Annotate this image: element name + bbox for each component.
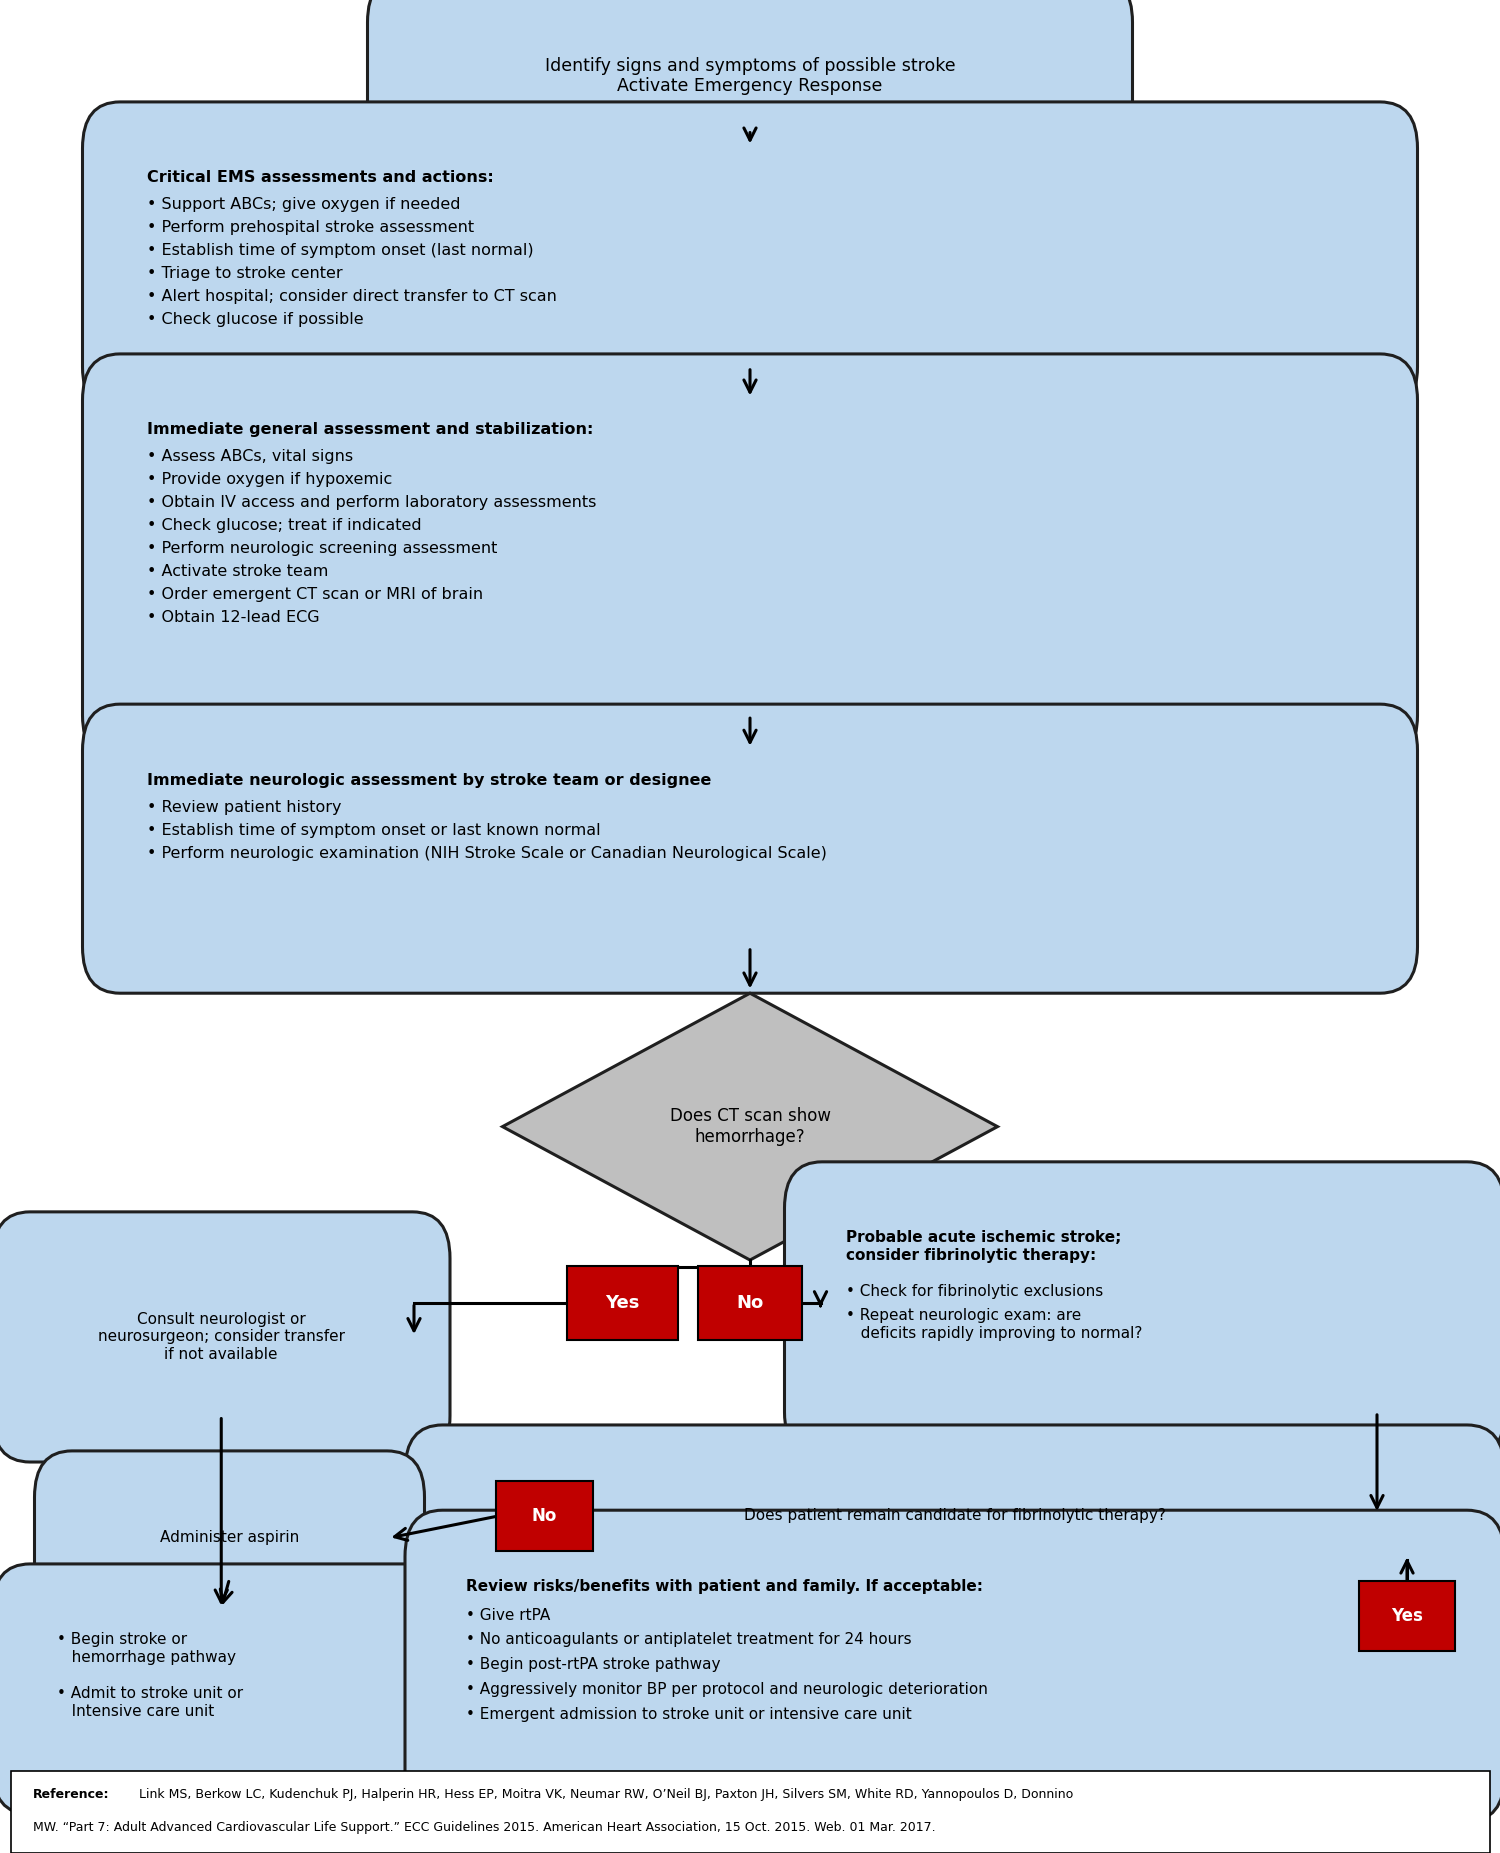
Text: • Aggressively monitor BP per protocol and neurologic deterioration: • Aggressively monitor BP per protocol a… [466, 1683, 988, 1697]
Text: No: No [532, 1506, 556, 1525]
FancyBboxPatch shape [10, 1771, 1490, 1853]
Text: Link MS, Berkow LC, Kudenchuk PJ, Halperin HR, Hess EP, Moitra VK, Neumar RW, O’: Link MS, Berkow LC, Kudenchuk PJ, Halper… [135, 1788, 1074, 1801]
Text: • Order emergent CT scan or MRI of brain: • Order emergent CT scan or MRI of brain [147, 587, 483, 602]
Text: Yes: Yes [1390, 1607, 1423, 1625]
FancyBboxPatch shape [82, 704, 1417, 993]
Text: Probable acute ischemic stroke;
consider fibrinolytic therapy:: Probable acute ischemic stroke; consider… [846, 1230, 1122, 1262]
FancyBboxPatch shape [1359, 1581, 1455, 1651]
Text: • Obtain IV access and perform laboratory assessments: • Obtain IV access and perform laborator… [147, 495, 597, 510]
Text: • Alert hospital; consider direct transfer to CT scan: • Alert hospital; consider direct transf… [147, 289, 556, 304]
FancyBboxPatch shape [496, 1481, 592, 1551]
Text: Yes: Yes [606, 1293, 639, 1312]
Text: • Perform neurologic examination (NIH Stroke Scale or Canadian Neurological Scal: • Perform neurologic examination (NIH St… [147, 845, 827, 860]
Text: MW. “Part 7: Adult Advanced Cardiovascular Life Support.” ECC Guidelines 2015. A: MW. “Part 7: Adult Advanced Cardiovascul… [33, 1821, 936, 1834]
FancyBboxPatch shape [368, 0, 1132, 176]
Text: Consult neurologist or
neurosurgeon; consider transfer
if not available: Consult neurologist or neurosurgeon; con… [98, 1312, 345, 1362]
Text: Reference:: Reference: [33, 1788, 110, 1801]
FancyBboxPatch shape [405, 1425, 1500, 1607]
Text: • No anticoagulants or antiplatelet treatment for 24 hours: • No anticoagulants or antiplatelet trea… [466, 1632, 912, 1647]
FancyBboxPatch shape [698, 1266, 801, 1340]
FancyBboxPatch shape [567, 1266, 678, 1340]
Text: Review risks/benefits with patient and family. If acceptable:: Review risks/benefits with patient and f… [466, 1579, 984, 1594]
Text: • Perform prehospital stroke assessment: • Perform prehospital stroke assessment [147, 221, 474, 235]
Text: Does patient remain candidate for fibrinolytic therapy?: Does patient remain candidate for fibrin… [744, 1508, 1166, 1523]
Text: • Review patient history: • Review patient history [147, 800, 342, 815]
FancyBboxPatch shape [82, 354, 1417, 762]
Text: • Check glucose if possible: • Check glucose if possible [147, 311, 363, 328]
Text: • Assess ABCs, vital signs: • Assess ABCs, vital signs [147, 450, 352, 465]
Text: • Establish time of symptom onset (last normal): • Establish time of symptom onset (last … [147, 243, 534, 258]
Text: • Check for fibrinolytic exclusions: • Check for fibrinolytic exclusions [846, 1284, 1102, 1299]
Text: • Triage to stroke center: • Triage to stroke center [147, 267, 342, 282]
Text: Immediate general assessment and stabilization:: Immediate general assessment and stabili… [147, 422, 594, 437]
Text: • Obtain 12-lead ECG: • Obtain 12-lead ECG [147, 610, 320, 624]
Polygon shape [503, 993, 998, 1260]
Text: • Begin post-rtPA stroke pathway: • Begin post-rtPA stroke pathway [466, 1657, 722, 1671]
Text: • Check glucose; treat if indicated: • Check glucose; treat if indicated [147, 519, 422, 534]
Text: • Provide oxygen if hypoxemic: • Provide oxygen if hypoxemic [147, 473, 393, 487]
Text: • Admit to stroke unit or
   Intensive care unit: • Admit to stroke unit or Intensive care… [57, 1686, 243, 1718]
FancyBboxPatch shape [784, 1162, 1500, 1458]
FancyBboxPatch shape [82, 102, 1417, 413]
Text: • Repeat neurologic exam: are
   deficits rapidly improving to normal?: • Repeat neurologic exam: are deficits r… [846, 1308, 1143, 1342]
Text: Critical EMS assessments and actions:: Critical EMS assessments and actions: [147, 170, 494, 185]
FancyBboxPatch shape [405, 1510, 1500, 1821]
Text: Identify signs and symptoms of possible stroke
Activate Emergency Response: Identify signs and symptoms of possible … [544, 57, 956, 95]
Text: • Support ABCs; give oxygen if needed: • Support ABCs; give oxygen if needed [147, 198, 460, 213]
Text: • Emergent admission to stroke unit or intensive care unit: • Emergent admission to stroke unit or i… [466, 1707, 912, 1721]
Text: Does CT scan show
hemorrhage?: Does CT scan show hemorrhage? [669, 1108, 831, 1145]
FancyBboxPatch shape [0, 1212, 450, 1462]
Text: • Begin stroke or
   hemorrhage pathway: • Begin stroke or hemorrhage pathway [57, 1632, 236, 1664]
FancyBboxPatch shape [0, 1564, 450, 1814]
Text: No: No [736, 1293, 764, 1312]
Text: Administer aspirin: Administer aspirin [160, 1531, 298, 1545]
Text: • Give rtPA: • Give rtPA [466, 1608, 550, 1623]
Text: • Establish time of symptom onset or last known normal: • Establish time of symptom onset or las… [147, 823, 600, 838]
Text: • Activate stroke team: • Activate stroke team [147, 563, 328, 580]
Text: • Perform neurologic screening assessment: • Perform neurologic screening assessmen… [147, 541, 498, 556]
FancyBboxPatch shape [34, 1451, 424, 1625]
Text: Immediate neurologic assessment by stroke team or designee: Immediate neurologic assessment by strok… [147, 773, 711, 788]
